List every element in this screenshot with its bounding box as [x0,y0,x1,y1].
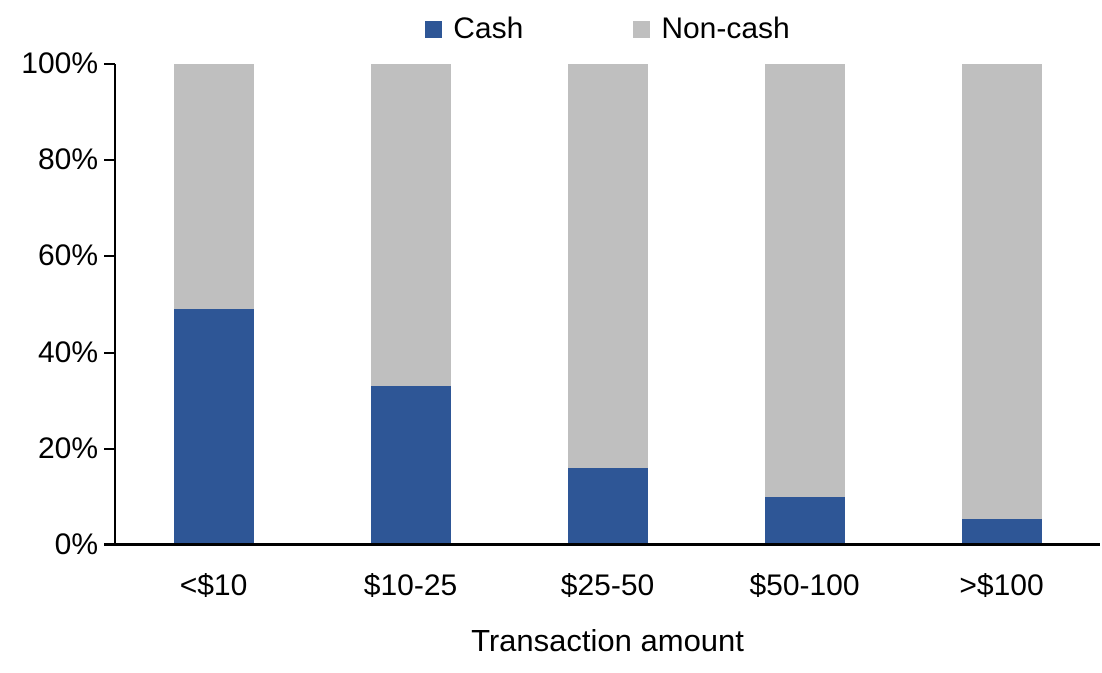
x-axis-tick-label: $50-100 [749,569,860,602]
y-axis-tick-mark [104,159,115,162]
legend-swatch-icon [425,20,443,38]
x-axis-tick-label: $10-25 [363,569,458,602]
bar-segment-cash [764,496,845,545]
plot-area [115,64,1100,545]
x-axis-tick-label: >$100 [959,569,1044,602]
y-axis-tick-mark [104,63,115,65]
legend-item-non-cash: Non-cash [633,12,790,45]
y-axis-tick-mark [104,255,115,258]
y-axis-tick-label: 0% [54,528,98,561]
y-axis-tick-mark [104,351,115,354]
legend-swatch-icon [633,20,651,38]
y-axis-tick-mark [104,544,115,546]
legend-label: Non-cash [661,12,790,45]
y-axis-tick-label: 40% [37,335,98,369]
legend: Cash Non-cash [115,8,1100,50]
bar-group [764,64,845,545]
y-axis-tick-mark [104,447,115,450]
x-axis-title: Transaction amount [471,623,744,658]
bar-segment-cash [173,309,254,545]
legend-item-cash: Cash [425,14,523,44]
bar-group [173,64,254,545]
bar-segment-noncash [764,64,845,497]
bar-group [961,64,1042,545]
bar-segment-cash [961,518,1042,545]
bar-segment-noncash [370,64,451,387]
bar-segment-noncash [173,64,254,310]
bar-segment-noncash [567,64,648,469]
y-axis-tick-label: 100% [21,47,98,80]
x-axis-tick-label: $25-50 [560,569,655,602]
bar-segment-cash [370,386,451,545]
x-axis-tick-label: <$10 [179,569,248,602]
y-axis-line [114,64,116,545]
y-axis-tick-label: 20% [37,431,98,465]
legend-label: Cash [453,12,524,45]
y-axis-tick-label: 60% [37,239,98,273]
bar-group [567,64,648,545]
x-axis-line [104,543,1100,546]
bar-group [370,64,451,545]
bar-segment-cash [567,468,648,545]
bar-segment-noncash [961,64,1042,519]
y-axis-tick-label: 80% [37,143,98,177]
